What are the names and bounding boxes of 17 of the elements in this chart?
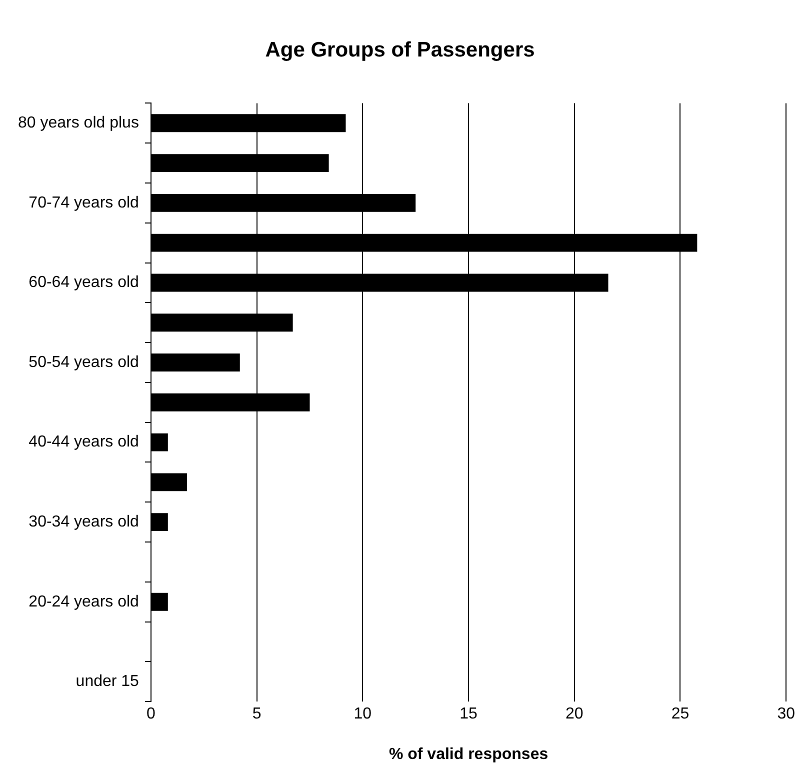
y-tick-label: 20-24 years old [28, 593, 139, 610]
y-tick-label: 50-54 years old [28, 354, 139, 371]
y-tick-label: 60-64 years old [28, 274, 139, 292]
y-tick-label: under 15 [76, 673, 140, 690]
x-tick-label: 20 [565, 706, 584, 723]
x-tick-label: 30 [777, 706, 796, 723]
y-tick-label: 40-44 years old [28, 434, 139, 451]
x-tick-label: 0 [146, 706, 156, 723]
y-tick-label: 80 years old plus [18, 114, 139, 132]
x-tick-label: 10 [354, 706, 372, 723]
x-axis-title: % of valid responses [388, 746, 548, 763]
chart-title: Age Groups of Passengers [265, 38, 535, 62]
x-tick-label: 25 [671, 706, 690, 723]
x-tick-label: 15 [460, 706, 478, 723]
y-tick-label: 70-74 years old [28, 194, 139, 212]
y-tick-label: 30-34 years old [28, 513, 139, 530]
x-tick-label: 5 [252, 706, 262, 723]
